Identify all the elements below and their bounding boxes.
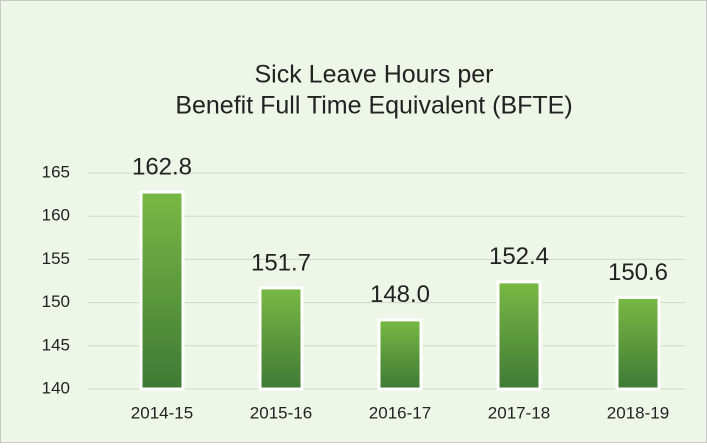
x-tick-label: 2018-19 [607,403,669,422]
bar [615,295,661,391]
x-tick-label: 2015-16 [250,403,312,422]
bar [377,318,423,391]
y-tick-label: 165 [42,162,70,181]
y-tick-label: 155 [42,249,70,268]
chart-title: Sick Leave Hours per [254,61,493,89]
chart-title: Benefit Full Time Equivalent (BFTE) [175,92,572,120]
value-label: 162.8 [132,153,192,180]
x-tick-label: 2014-15 [131,403,193,422]
value-label: 148.0 [370,281,430,308]
y-tick-label: 150 [42,292,70,311]
bar [139,190,185,391]
y-tick-label: 140 [42,378,70,397]
bar [258,286,304,391]
value-label: 151.7 [251,249,311,276]
bar [496,280,542,391]
x-tick-label: 2017-18 [488,403,550,422]
value-label: 150.6 [608,259,668,286]
y-tick-label: 160 [42,206,70,225]
value-label: 152.4 [489,243,549,270]
y-tick-label: 145 [42,335,70,354]
x-tick-label: 2016-17 [369,403,431,422]
